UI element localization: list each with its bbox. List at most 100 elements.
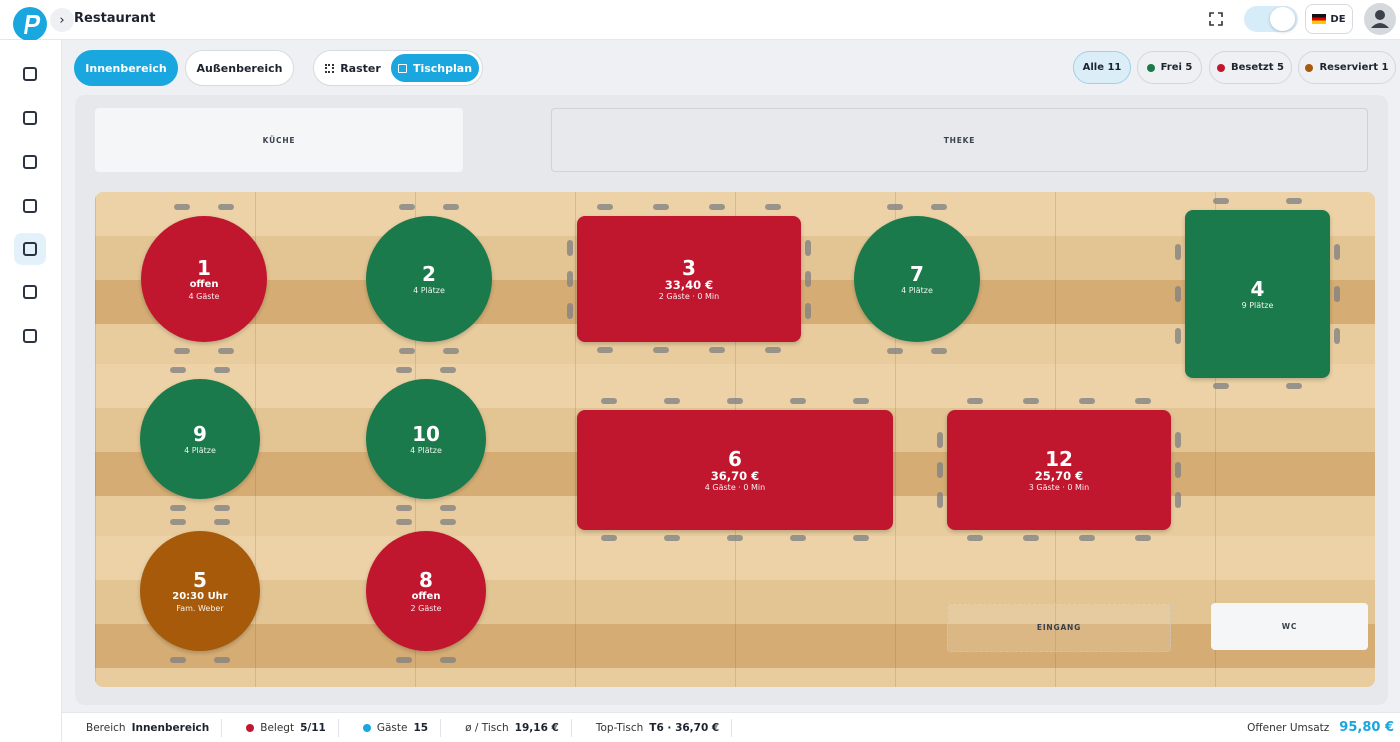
chair [396, 367, 412, 373]
stat-label: Bereich [86, 721, 126, 734]
chair [214, 367, 230, 373]
table-info: 4 Plätze [184, 445, 216, 455]
chair [1079, 535, 1095, 541]
stat-dot [246, 723, 255, 732]
chair [600, 535, 617, 541]
view-tab[interactable]: Tischplan [391, 54, 479, 82]
avatar[interactable] [1363, 2, 1397, 36]
filter-label: Alle 11 [1082, 62, 1122, 73]
chair [567, 302, 573, 319]
view-label: Raster [340, 61, 381, 75]
chair [887, 204, 903, 210]
language-button[interactable]: DE [1305, 4, 1353, 34]
chair [440, 505, 456, 511]
chair [1213, 198, 1230, 204]
top-bar: › Restaurant DE [0, 0, 1400, 41]
chair [853, 535, 870, 541]
chair [709, 204, 725, 210]
chair [1213, 383, 1230, 389]
filter-pill[interactable]: Reserviert 1 [1298, 51, 1396, 84]
revenue-value: 95,80 € [1339, 720, 1394, 735]
chair [663, 398, 680, 404]
chair [597, 347, 613, 353]
table-info: 9 Plätze [1241, 300, 1274, 310]
theme-toggle[interactable] [1244, 6, 1298, 32]
chair [765, 347, 781, 353]
table-info: offen [411, 590, 441, 602]
chair [443, 204, 459, 210]
table[interactable]: 5 20:30 Uhr Fam. Weber [140, 531, 260, 651]
sidebar-item[interactable] [14, 58, 46, 90]
stat-label: Belegt [260, 721, 295, 734]
sidebar-item[interactable] [14, 102, 46, 134]
chair [440, 657, 456, 663]
table-number: 1 [197, 255, 211, 280]
table-info: 36,70 € [710, 468, 760, 483]
chair [567, 239, 573, 256]
area-tab[interactable]: Innenbereich [74, 50, 178, 86]
sidebar-item[interactable] [14, 320, 46, 352]
chair [1285, 198, 1302, 204]
chair [567, 271, 573, 287]
table-number: 3 [682, 255, 696, 280]
table-info: Fam. Weber [176, 603, 224, 613]
chair [443, 348, 459, 354]
filter-pill[interactable]: Besetzt 5 [1209, 51, 1292, 84]
table[interactable]: 10 4 Plätze [366, 379, 486, 499]
fullscreen-icon[interactable] [1209, 12, 1223, 26]
filter-pill[interactable]: Frei 5 [1137, 51, 1202, 84]
sidebar-item[interactable] [14, 233, 46, 265]
chair [170, 657, 186, 663]
view-label: Tischplan [412, 61, 473, 75]
zone-entrance: EINGANG [947, 603, 1171, 652]
table-info: offen [189, 278, 219, 290]
chair [1175, 328, 1181, 344]
filter-pill[interactable]: Alle 11 [1073, 51, 1131, 84]
table-info: 4 Gäste [188, 291, 220, 301]
chair [790, 398, 807, 404]
chair [1175, 244, 1181, 260]
chair [931, 348, 947, 354]
collapse-button[interactable]: › [50, 8, 74, 32]
language: DE [1330, 13, 1346, 25]
table[interactable]: 12 25,70 €3 Gäste · 0 Min [947, 410, 1171, 530]
status-bar: Bereich Innenbereich Belegt 5/11 Gäste 15 ø / … [62, 712, 1400, 742]
chair [805, 302, 811, 319]
chair [214, 505, 230, 511]
stat-label: Top-Tisch [595, 721, 644, 734]
table-info: 4 Gäste · 0 Min [704, 482, 766, 492]
table[interactable]: 6 36,70 €4 Gäste · 0 Min [577, 410, 893, 530]
sidebar-item[interactable] [14, 146, 46, 178]
zone-kitchen: KÜCHE [95, 108, 463, 172]
table-number: 7 [910, 261, 924, 286]
view-tab[interactable]: Raster [318, 54, 388, 82]
area-tab[interactable]: Außenbereich [185, 50, 294, 86]
sidebar-item[interactable] [14, 190, 46, 222]
chair [1175, 462, 1181, 478]
chair [937, 432, 943, 448]
chair [440, 519, 456, 525]
chair [709, 347, 725, 353]
stat-value: 15 [413, 721, 429, 734]
table-info: 2 Gäste · 0 Min [658, 291, 720, 301]
table[interactable]: 8 offen 2 Gäste [366, 531, 486, 651]
chair [396, 505, 412, 511]
chair [1135, 398, 1151, 404]
table-number: 4 [1250, 276, 1265, 301]
chair [170, 367, 186, 373]
table[interactable]: 1 offen 4 Gäste [141, 216, 267, 342]
table-info: 4 Plätze [410, 445, 442, 455]
stat-value: Innenbereich [131, 721, 210, 734]
chair [218, 348, 234, 354]
table[interactable]: 3 33,40 €2 Gäste · 0 Min [577, 216, 801, 342]
table-info: 4 Plätze [413, 285, 445, 295]
stat: ø / Tisch 19,16 € [441, 718, 572, 737]
table-number: 9 [193, 421, 207, 446]
sidebar-item[interactable] [14, 276, 46, 308]
stat-label: ø / Tisch [465, 721, 509, 734]
